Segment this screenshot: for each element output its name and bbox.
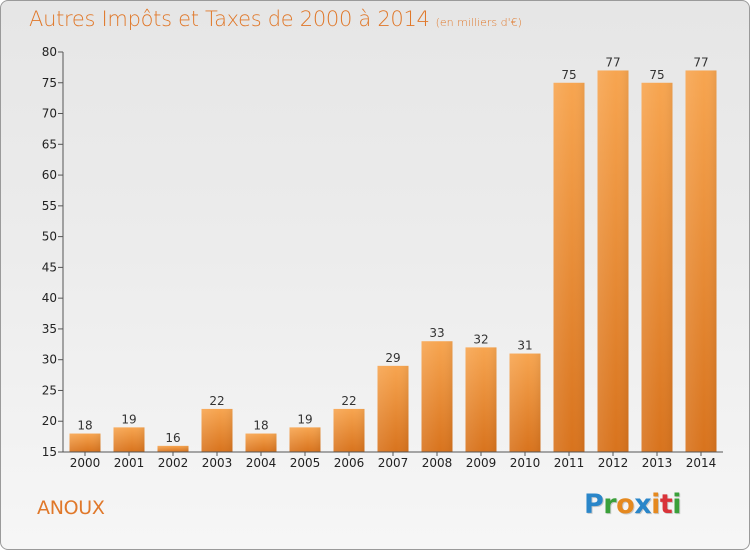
x-tick-label-2008: 2008 bbox=[422, 456, 453, 470]
data-label-2014: 77 bbox=[693, 55, 708, 69]
y-tick-label-15: 15 bbox=[42, 445, 57, 459]
y-tick-label-50: 50 bbox=[42, 230, 57, 244]
data-label-2010: 31 bbox=[517, 339, 532, 353]
data-label-2011: 75 bbox=[561, 68, 576, 82]
y-tick-label-45: 45 bbox=[42, 260, 57, 274]
bar-shine-2009 bbox=[465, 347, 497, 452]
bar-shine-2005 bbox=[289, 427, 321, 452]
logo-letter: r bbox=[603, 489, 617, 520]
x-tick-label-2006: 2006 bbox=[334, 456, 365, 470]
y-tick-label-70: 70 bbox=[42, 107, 57, 121]
bar-shine-2004 bbox=[245, 433, 277, 452]
logo-letter: t bbox=[659, 489, 673, 520]
data-label-2003: 22 bbox=[209, 394, 224, 408]
commune-name: ANOUX bbox=[37, 497, 105, 519]
axes-group: 2000 2001 2002 2003 2004 2005 2006 2007 2008 2009… bbox=[42, 45, 723, 470]
data-label-2009: 32 bbox=[473, 332, 488, 346]
bars-group: 18 19 16 22 18 19 22 29 33 32 31 75 77 75 77 bbox=[69, 55, 717, 453]
data-label-2013: 75 bbox=[649, 68, 664, 82]
data-label-2012: 77 bbox=[605, 55, 620, 69]
bar-shine-2001 bbox=[113, 427, 145, 452]
chart-title-text: Autres Impôts et Taxes de 2000 à 2014 bbox=[29, 7, 430, 31]
bar-shine-2012 bbox=[597, 70, 629, 452]
chart-title: Autres Impôts et Taxes de 2000 à 2014 (en… bbox=[29, 7, 522, 31]
bar-shine-2003 bbox=[201, 408, 233, 452]
y-tick-label-20: 20 bbox=[42, 414, 57, 428]
logo-letter: i bbox=[651, 489, 660, 520]
y-tick-label-40: 40 bbox=[42, 291, 57, 305]
bar-shine-2011 bbox=[553, 82, 585, 453]
logo-letter: o bbox=[616, 489, 635, 520]
x-tick-label-2014: 2014 bbox=[686, 456, 717, 470]
bar-shine-2002 bbox=[157, 445, 189, 452]
proxiti-logo: Proxiti bbox=[584, 489, 682, 520]
y-tick-label-75: 75 bbox=[42, 76, 57, 90]
x-tick-label-2012: 2012 bbox=[598, 456, 629, 470]
x-tick-label-2007: 2007 bbox=[378, 456, 409, 470]
data-label-2008: 33 bbox=[429, 326, 444, 340]
x-tick-label-2010: 2010 bbox=[510, 456, 541, 470]
y-tick-label-80: 80 bbox=[42, 45, 57, 59]
y-tick-label-65: 65 bbox=[42, 137, 57, 151]
bar-shine-2014 bbox=[685, 70, 717, 452]
data-label-2001: 19 bbox=[121, 412, 136, 426]
y-tick-label-55: 55 bbox=[42, 199, 57, 213]
bar-shine-2007 bbox=[377, 365, 409, 452]
x-tick-label-2000: 2000 bbox=[70, 456, 101, 470]
x-tick-label-2013: 2013 bbox=[642, 456, 673, 470]
x-tick-label-2002: 2002 bbox=[158, 456, 189, 470]
data-label-2007: 29 bbox=[385, 351, 400, 365]
y-tick-label-35: 35 bbox=[42, 322, 57, 336]
data-label-2006: 22 bbox=[341, 394, 356, 408]
x-tick-label-2003: 2003 bbox=[202, 456, 233, 470]
x-tick-label-2009: 2009 bbox=[466, 456, 497, 470]
bar-shine-2013 bbox=[641, 82, 673, 453]
x-tick-label-2005: 2005 bbox=[290, 456, 321, 470]
x-tick-label-2011: 2011 bbox=[554, 456, 585, 470]
bar-shine-2010 bbox=[509, 353, 541, 452]
x-tick-label-2001: 2001 bbox=[114, 456, 145, 470]
y-tick-label-30: 30 bbox=[42, 353, 57, 367]
chart-subtitle: (en milliers d'€) bbox=[435, 16, 522, 29]
y-tick-label-25: 25 bbox=[42, 383, 57, 397]
logo-letter: i bbox=[672, 489, 682, 520]
data-label-2004: 18 bbox=[253, 419, 268, 433]
bar-shine-2000 bbox=[69, 433, 101, 452]
logo-letter: x bbox=[634, 489, 652, 520]
data-label-2000: 18 bbox=[77, 419, 92, 433]
data-label-2002: 16 bbox=[165, 431, 180, 445]
bar-shine-2006 bbox=[333, 408, 365, 452]
x-tick-label-2004: 2004 bbox=[246, 456, 277, 470]
bar-shine-2008 bbox=[421, 341, 453, 452]
data-label-2005: 19 bbox=[297, 412, 312, 426]
y-tick-label-60: 60 bbox=[42, 168, 57, 182]
logo-letter: P bbox=[584, 489, 604, 520]
